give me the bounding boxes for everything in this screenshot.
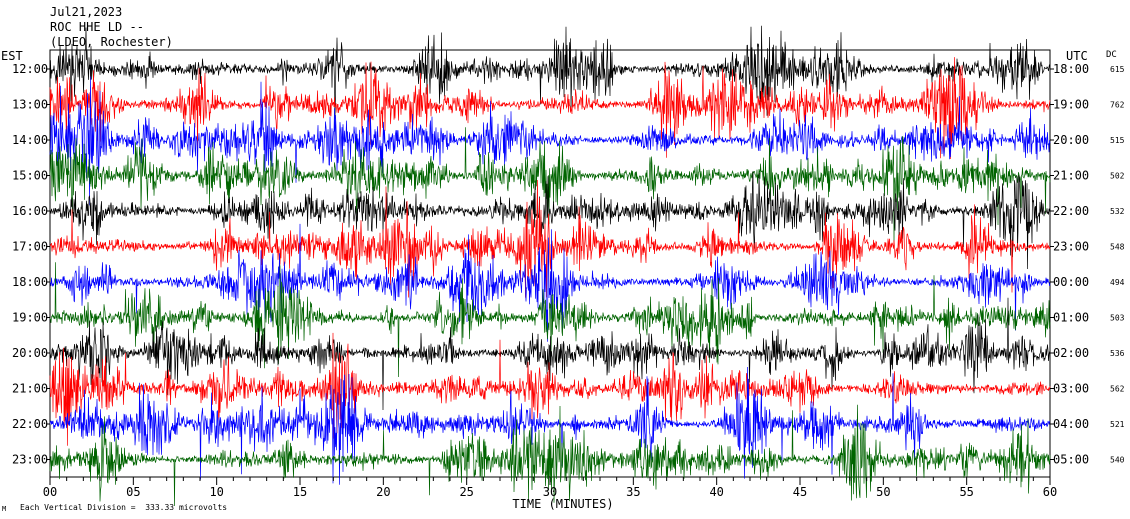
utc-tick-label: 21:00	[1053, 169, 1089, 183]
dc-value: 540	[1110, 456, 1125, 465]
dc-value: 494	[1110, 278, 1125, 287]
est-tick-label: 17:00	[12, 240, 48, 254]
x-tick-label: 60	[1043, 485, 1057, 499]
x-axis-title: TIME (MINUTES)	[512, 497, 613, 511]
header-network: (LDEO, Rochester)	[50, 35, 173, 49]
est-tick-label: 22:00	[12, 417, 48, 431]
x-tick-label: 25	[459, 485, 473, 499]
trace-row-1800	[49, 223, 1051, 342]
x-tick-label: 10	[209, 485, 223, 499]
header-station: ROC HHE LD --	[50, 20, 144, 34]
est-tick-label: 13:00	[12, 98, 48, 112]
trace-row-1300	[49, 57, 1051, 160]
est-label: EST	[1, 49, 23, 63]
trace-row-1600	[49, 171, 1051, 270]
utc-tick-label: 18:00	[1053, 62, 1089, 76]
utc-tick-label: 19:00	[1053, 98, 1089, 112]
utc-tick-label: 05:00	[1053, 453, 1089, 467]
x-tick-label: 05	[126, 485, 140, 499]
trace-row-1500	[49, 127, 1051, 247]
x-tick-label: 15	[293, 485, 307, 499]
trace-row-1400	[49, 76, 1051, 206]
x-tick-label: 50	[876, 485, 890, 499]
est-tick-label: 14:00	[12, 133, 48, 147]
x-tick-label: 45	[793, 485, 807, 499]
row-label-group: 12:00 18:00 615 13:00 19:00 762 14:00 20:00 515 1…	[12, 62, 1125, 467]
trace-row-1200	[49, 25, 1051, 119]
utc-tick-label: 00:00	[1053, 275, 1089, 289]
x-tick-label: 00	[43, 485, 57, 499]
trace-group	[49, 25, 1051, 507]
utc-tick-label: 04:00	[1053, 417, 1089, 431]
dc-value: 562	[1110, 385, 1125, 394]
utc-tick-label: 20:00	[1053, 133, 1089, 147]
x-axis: 00 05 10 15 20 25 30 35 40 45 50 55 60	[43, 477, 1057, 499]
trace-row-1700	[49, 179, 1051, 298]
dc-value: 536	[1110, 349, 1125, 358]
utc-tick-label: 23:00	[1053, 240, 1089, 254]
dc-value: 615	[1110, 65, 1125, 74]
est-tick-label: 15:00	[12, 169, 48, 183]
trace-row-2300	[49, 404, 1051, 507]
est-tick-label: 20:00	[12, 346, 48, 360]
x-tick-label: 30	[543, 485, 557, 499]
x-tick-label: 35	[626, 485, 640, 499]
est-tick-label: 21:00	[12, 382, 48, 396]
dc-value: 548	[1110, 243, 1125, 252]
utc-tick-label: 22:00	[1053, 204, 1089, 218]
est-tick-label: 18:00	[12, 275, 48, 289]
x-tick-label: 20	[376, 485, 390, 499]
utc-tick-label: 01:00	[1053, 311, 1089, 325]
est-tick-label: 19:00	[12, 311, 48, 325]
trace-row-2000	[49, 297, 1051, 411]
utc-label: UTC	[1066, 49, 1088, 63]
trace-row-2200	[49, 366, 1051, 485]
x-tick-label: 40	[709, 485, 723, 499]
dc-value: 502	[1110, 172, 1125, 181]
dc-value: 532	[1110, 207, 1125, 216]
utc-tick-label: 02:00	[1053, 346, 1089, 360]
utc-tick-label: 03:00	[1053, 382, 1089, 396]
est-tick-label: 12:00	[12, 62, 48, 76]
corner-mark: M	[2, 505, 6, 513]
dc-value: 515	[1110, 136, 1125, 145]
trace-row-2100	[49, 332, 1051, 446]
est-tick-label: 23:00	[12, 453, 48, 467]
header-date: Jul21,2023	[50, 5, 122, 19]
x-tick-label: 55	[959, 485, 973, 499]
dc-value: 503	[1110, 314, 1125, 323]
est-tick-label: 16:00	[12, 204, 48, 218]
dc-label: DC	[1106, 50, 1117, 60]
scale-note: Each Vertical Division = 333.33 microvol…	[20, 503, 227, 512]
trace-row-1900	[49, 262, 1051, 378]
dc-value: 521	[1110, 420, 1125, 429]
dc-value: 762	[1110, 101, 1125, 110]
